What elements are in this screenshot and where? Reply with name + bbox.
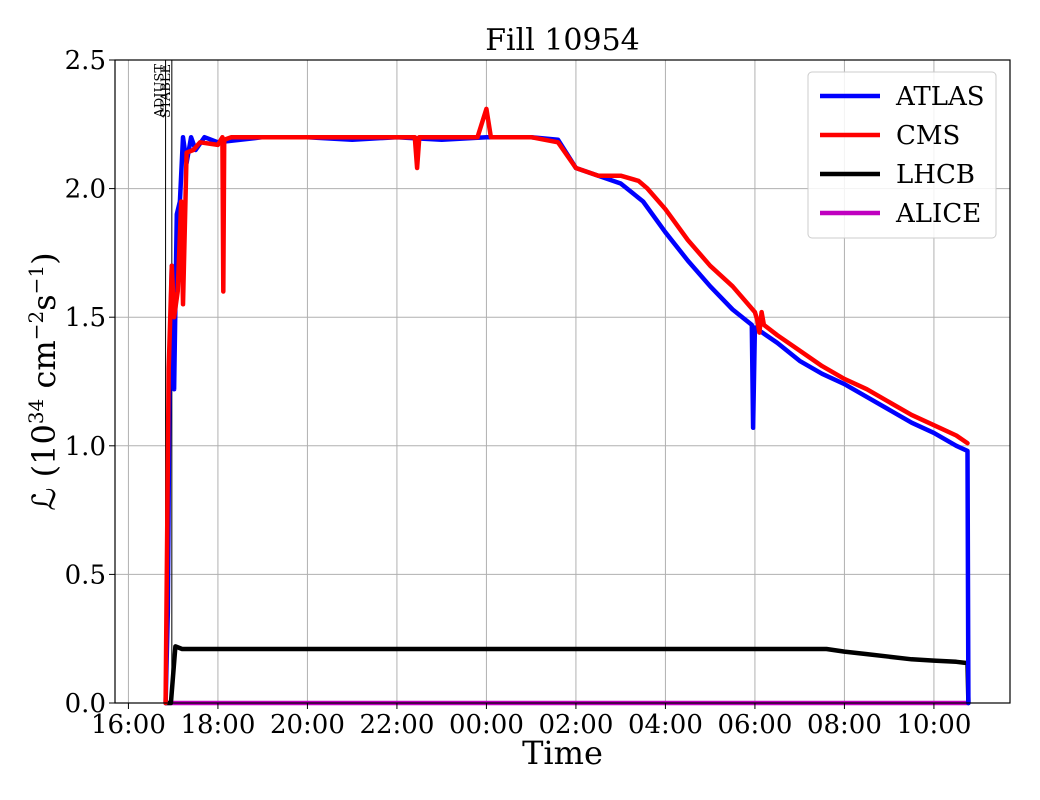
y-axis-title-exp2: −2 (24, 311, 48, 340)
x-tick-label: 18:00 (180, 710, 255, 740)
chart-title: Fill 10954 (485, 23, 640, 58)
legend-label-lhcb: LHCB (896, 160, 975, 190)
plot-frame (114, 59, 1011, 704)
y-tick-label: 2.0 (65, 175, 106, 205)
x-tick-label: 10:00 (896, 710, 971, 740)
legend-box (807, 71, 997, 239)
x-tick-label: 08:00 (807, 710, 882, 740)
beam-mode-label: STABLE (159, 64, 174, 118)
y-tick-label: 2.5 (65, 46, 106, 76)
axis-ticks: 16:00 18:00 20:00 22:00 00:00 02:00 04:00 06:00… (65, 46, 972, 740)
y-axis-title-mid2: s (25, 294, 63, 310)
x-tick-label: 16:00 (91, 710, 166, 740)
series-line-lhcb (163, 644, 971, 706)
legend-items: ATLAS CMS LHCB ALICE (820, 82, 985, 229)
legend-label-cms: CMS (896, 121, 960, 151)
x-tick-label: 06:00 (717, 710, 792, 740)
beam-mode-label: ADJUST (153, 64, 168, 119)
x-tick-label: 04:00 (628, 710, 703, 740)
series-line-cms (163, 106, 970, 706)
y-axis-title-mid: cm (25, 340, 63, 398)
y-axis-title-exp3: −1 (24, 265, 48, 294)
x-tick-label: 02:00 (538, 710, 613, 740)
y-axis-title-exp1: 34 (24, 399, 48, 424)
y-tick-label: 0.0 (65, 689, 106, 719)
legend-label-alice: ALICE (895, 199, 981, 229)
y-axis-title: ℒ (1034 cm−2s−1) (24, 252, 63, 510)
y-tick-label: 0.5 (65, 560, 106, 590)
x-tick-label: 22:00 (359, 710, 434, 740)
legend-label-atlas: ATLAS (895, 82, 985, 112)
legend: ATLAS CMS LHCB ALICE (807, 71, 997, 239)
y-tick-label: 1.0 (65, 432, 106, 462)
y-axis-title-prefix: ℒ (10 (25, 424, 63, 510)
x-tick-label: 20:00 (270, 710, 345, 740)
x-tick-label: 00:00 (449, 710, 524, 740)
x-axis-title: Time (522, 734, 603, 772)
y-axis-title-suffix: ) (25, 252, 63, 264)
y-tick-label: 1.5 (65, 303, 106, 333)
